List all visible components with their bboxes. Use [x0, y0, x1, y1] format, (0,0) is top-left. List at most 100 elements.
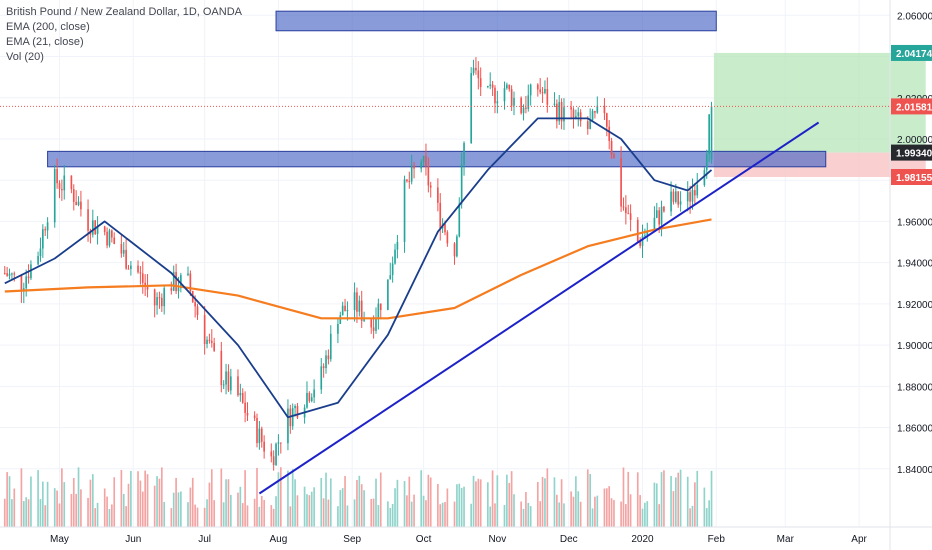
candle-body [139, 272, 142, 274]
candle-body [377, 303, 380, 320]
candle-body [308, 392, 311, 402]
candle-body [42, 229, 44, 249]
volume-bar [94, 508, 97, 527]
candle-body [655, 210, 658, 218]
volume-bar [53, 488, 56, 527]
volume-bar [203, 507, 206, 527]
volume-bar [670, 475, 672, 527]
volume-bar [491, 470, 494, 527]
volume-bar [596, 495, 599, 527]
candle-body [187, 273, 189, 276]
candle-body [625, 207, 627, 214]
candle-body [87, 209, 89, 231]
volume-bar [103, 488, 106, 527]
volume-bar [627, 471, 630, 527]
candle-body [327, 355, 330, 360]
x-tick-label: Mar [777, 534, 795, 545]
candle-body [491, 84, 494, 88]
volume-bar [586, 469, 589, 527]
volume-bar [589, 474, 591, 527]
candle-body [691, 190, 694, 202]
volume-bar [80, 489, 82, 527]
candle-body [194, 302, 196, 307]
volume-bar [256, 467, 258, 527]
candle-body [91, 220, 94, 235]
candle-body [413, 165, 415, 169]
y-tick-label: 1.88000 [897, 382, 932, 393]
volume-bar [137, 471, 139, 527]
volume-bar [408, 476, 411, 527]
volume-bar [275, 496, 277, 527]
price-label-badge [891, 144, 932, 161]
volume-bar [89, 479, 92, 527]
price-label-text: 2.04174 [896, 49, 932, 60]
candle-body [653, 217, 656, 231]
volume-bar [213, 500, 216, 527]
candle-body [406, 179, 408, 182]
candle-body [470, 73, 473, 144]
volume-bar [180, 491, 182, 527]
volume-bar [694, 482, 696, 527]
volume-bar [111, 504, 113, 527]
candle-body [379, 303, 382, 310]
volume-bar [8, 476, 11, 527]
volume-bar [37, 470, 39, 527]
candle-body [225, 371, 227, 385]
candle-body [494, 87, 496, 104]
volume-bar [613, 500, 615, 527]
candle-body [608, 126, 611, 141]
y-tick-label: 1.90000 [897, 341, 932, 352]
candle-body [570, 107, 572, 110]
volume-bar [61, 468, 63, 527]
volume-bar [441, 502, 444, 527]
volume-bar [696, 470, 699, 527]
volume-bar [553, 477, 556, 527]
candle-body [672, 191, 675, 202]
volume-bar [122, 493, 125, 527]
volume-bar [372, 498, 375, 527]
candle-body [77, 201, 80, 206]
candle-body [160, 297, 163, 307]
candle-body [137, 265, 139, 273]
candle-body [689, 192, 691, 202]
candle-body [256, 417, 258, 444]
volume-bar [629, 494, 632, 527]
candle-body [6, 273, 8, 276]
volume-bar [520, 501, 522, 527]
volume-bar [686, 476, 689, 527]
volume-bar [63, 482, 66, 527]
volume-bar [605, 488, 608, 527]
candle-body [46, 222, 49, 231]
volume-bar [674, 477, 677, 527]
volume-bar [579, 501, 582, 527]
volume-bar [58, 503, 61, 527]
volume-bar [289, 506, 292, 527]
candle-body [8, 273, 11, 276]
x-tick-label: Aug [270, 534, 288, 545]
legend-ema21[interactable]: EMA (21, close) [6, 36, 84, 48]
candle-body [53, 168, 56, 223]
volume-bar [229, 494, 232, 527]
volume-bar [3, 498, 6, 527]
legend-ema200[interactable]: EMA (200, close) [6, 21, 90, 33]
candle-body [506, 84, 508, 89]
volume-bar [463, 486, 465, 527]
volume-bar [194, 504, 196, 527]
volume-bar [477, 478, 480, 527]
candle-body [163, 288, 166, 307]
candle-body [353, 292, 356, 311]
volume-bar [489, 506, 492, 527]
volume-bar [260, 496, 263, 527]
candle-body [287, 408, 289, 444]
legend-volume[interactable]: Vol (20) [6, 51, 44, 63]
volume-bar [460, 487, 463, 527]
volume-bar [46, 481, 49, 527]
volume-bar [370, 498, 373, 527]
volume-bar [546, 468, 549, 527]
candle-body [422, 155, 425, 163]
volume-bar [394, 488, 396, 527]
candle-body [594, 111, 596, 113]
candle-body [403, 179, 406, 242]
candle-body [572, 109, 575, 119]
